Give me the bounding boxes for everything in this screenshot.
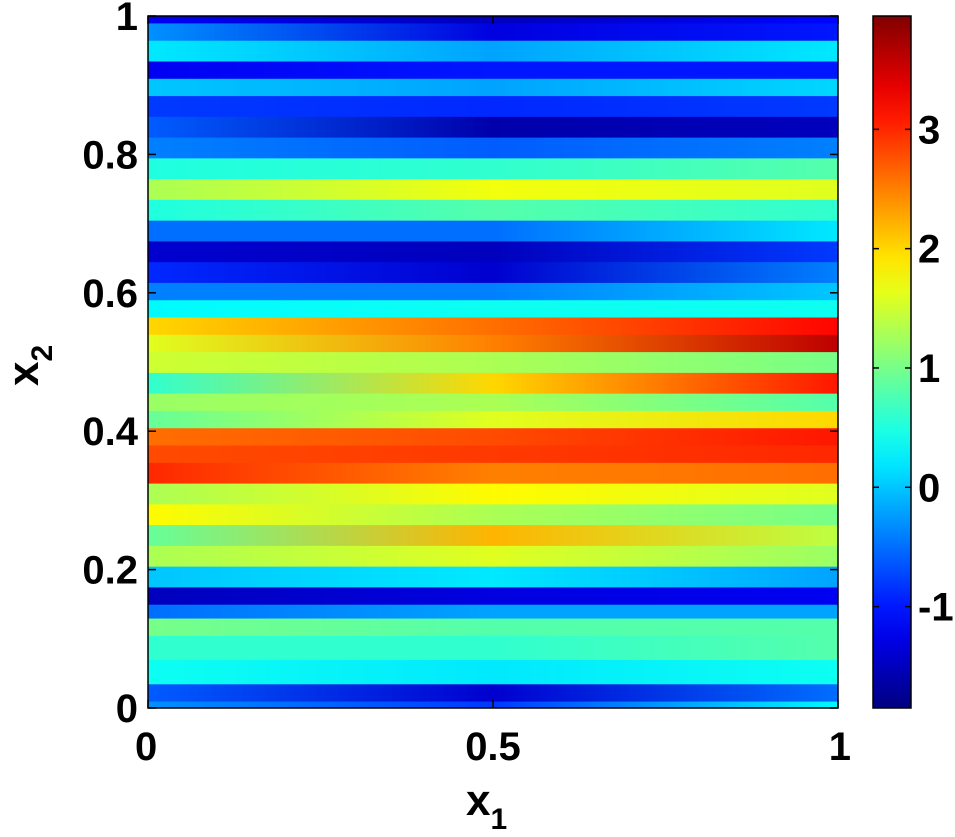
heatmap-band <box>148 461 838 484</box>
y-tick-label: 1 <box>116 0 138 39</box>
heatmap-band <box>148 634 838 661</box>
heatmap-band <box>148 261 838 283</box>
y-tick-label: 0.6 <box>82 272 138 316</box>
x-tick-label: 1 <box>829 725 851 769</box>
colorbar-tick-label: -1 <box>918 586 954 630</box>
heatmap-band <box>148 503 838 526</box>
x-tick-label: 0 <box>135 725 157 769</box>
heatmap-band <box>148 157 838 180</box>
heatmap-band <box>148 427 838 446</box>
heatmap-band <box>148 115 838 138</box>
heatmap-band <box>148 136 838 159</box>
heatmap-band <box>148 586 838 605</box>
heatmap-band <box>148 60 838 79</box>
heatmap-band <box>148 333 838 353</box>
heatmap-band <box>148 524 838 546</box>
heatmap-band <box>148 371 838 394</box>
heatmap-band <box>148 683 838 702</box>
heatmap-band <box>148 617 838 636</box>
colorbar-tick-label: 0 <box>918 466 940 510</box>
colorbar-frame <box>872 15 912 709</box>
heatmap-band <box>148 392 838 411</box>
heatmap-plot-area <box>148 15 838 709</box>
heatmap-band <box>148 482 838 505</box>
y-axis-label: x2 <box>0 345 59 386</box>
heatmap-band <box>148 351 838 373</box>
colorbar-ticks: -1 0 1 2 3 <box>873 108 954 630</box>
heatmap-band <box>148 316 838 335</box>
heatmap-band <box>148 659 838 685</box>
colorbar-tick-label: 3 <box>918 108 940 152</box>
y-axis-ticks: 0 0.2 0.4 0.6 0.8 1 <box>82 0 838 731</box>
heatmap-band <box>148 95 838 117</box>
heatmap-band <box>148 178 838 200</box>
heatmap-band <box>148 409 838 429</box>
heatmap-band <box>148 198 838 221</box>
x-tick-label: 0.5 <box>465 725 521 769</box>
y-tick-label: 0.4 <box>82 410 138 454</box>
heatmap-band <box>148 299 838 318</box>
heatmap-band <box>148 77 838 97</box>
heatmap-band <box>148 240 838 263</box>
heatmap-band <box>148 565 838 588</box>
x-axis-label: x1 <box>466 776 507 836</box>
y-tick-label: 0.2 <box>82 549 138 593</box>
colorbar-gradient <box>873 16 911 708</box>
heatmap-band <box>148 444 838 463</box>
heatmap-band <box>148 22 838 41</box>
colorbar-tick-label: 2 <box>918 228 940 272</box>
heatmap-band <box>148 603 838 619</box>
heatmap-band <box>148 281 838 301</box>
heatmap-band <box>148 544 838 567</box>
heatmap-band <box>148 219 838 242</box>
colorbar <box>873 16 911 708</box>
colorbar-tick-label: 1 <box>918 347 940 391</box>
heatmap-band <box>148 39 838 62</box>
x-axis-ticks: 0 0.5 1 <box>135 16 851 769</box>
y-tick-label: 0.8 <box>82 133 138 177</box>
y-tick-label: 0 <box>116 687 138 731</box>
